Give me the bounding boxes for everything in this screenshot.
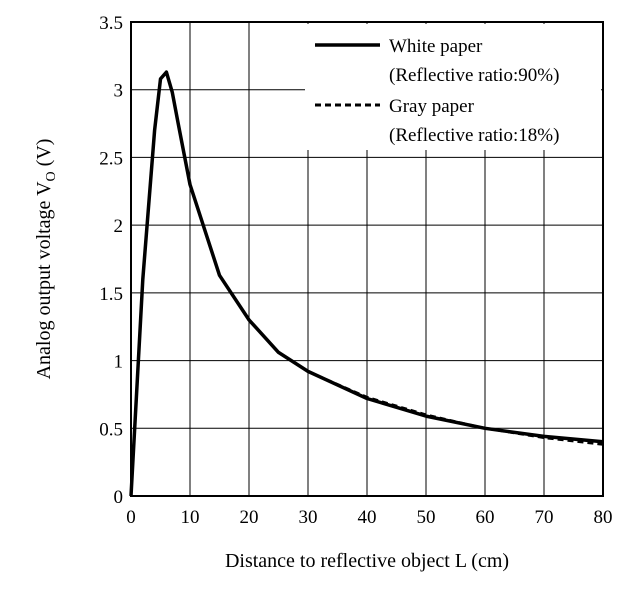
x-axis-label: Distance to reflective object L (cm) bbox=[225, 550, 509, 572]
y-axis-label-unit: (V) bbox=[33, 139, 55, 172]
legend-label-detail: (Reflective ratio:90%) bbox=[389, 65, 559, 86]
x-tick-label: 40 bbox=[358, 507, 377, 528]
x-tick-label: 30 bbox=[299, 507, 318, 528]
x-tick-label: 0 bbox=[126, 507, 136, 528]
y-tick-label: 2.5 bbox=[99, 148, 123, 169]
y-axis-label: Analog output voltage VO (V) bbox=[33, 139, 59, 380]
x-tick-label: 20 bbox=[240, 507, 259, 528]
y-tick-label: 2 bbox=[114, 216, 124, 237]
y-axis-label-subscript: O bbox=[44, 171, 59, 181]
x-tick-label: 10 bbox=[181, 507, 200, 528]
chart-series bbox=[129, 70, 604, 497]
y-tick-label: 3.5 bbox=[99, 13, 123, 34]
x-tick-label: 80 bbox=[594, 507, 613, 528]
x-tick-label: 70 bbox=[535, 507, 554, 528]
y-tick-label: 0.5 bbox=[99, 419, 123, 440]
legend-label: Gray paper bbox=[389, 96, 475, 117]
x-tick-labels: 0 10 20 30 40 50 60 70 80 bbox=[126, 507, 612, 528]
y-axis-label-main: Analog output voltage V bbox=[33, 181, 55, 379]
chart-legend: White paper (Reflective ratio:90%) Gray pa… bbox=[305, 24, 601, 150]
legend-label: White paper bbox=[389, 36, 483, 57]
y-tick-labels: 0 0.5 1 1.5 2 2.5 3 3.5 bbox=[99, 13, 123, 508]
y-tick-label: 3 bbox=[114, 81, 124, 102]
x-tick-label: 60 bbox=[476, 507, 495, 528]
legend-label-detail: (Reflective ratio:18%) bbox=[389, 125, 559, 146]
y-tick-label: 1 bbox=[114, 352, 124, 373]
x-tick-label: 50 bbox=[417, 507, 436, 528]
plot-frame bbox=[130, 21, 604, 497]
series-line-gray-paper bbox=[129, 70, 604, 497]
y-tick-label: 1.5 bbox=[99, 284, 123, 305]
y-tick-label: 0 bbox=[114, 487, 124, 508]
